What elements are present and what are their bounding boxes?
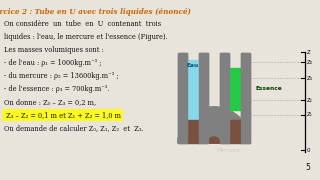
Text: 5: 5 — [306, 163, 310, 172]
Text: Z: Z — [307, 50, 311, 55]
Text: On considère  un  tube  en  U  contenant  trois: On considère un tube en U contenant troi… — [4, 20, 161, 28]
Bar — [241, 53, 250, 143]
Text: - de l'essence : ρ₃ = 700kg.m⁻³.: - de l'essence : ρ₃ = 700kg.m⁻³. — [4, 85, 109, 93]
Bar — [220, 53, 229, 143]
Text: Z₀: Z₀ — [307, 60, 313, 64]
Text: 0: 0 — [307, 147, 310, 152]
Wedge shape — [178, 107, 250, 143]
Text: Mercure: Mercure — [216, 148, 240, 153]
Wedge shape — [208, 137, 220, 143]
Bar — [187, 120, 200, 143]
Bar — [220, 53, 229, 143]
Text: Z₂: Z₂ — [307, 98, 313, 102]
Text: - du mercure : ρ₂ = 13600kg.m⁻³ ;: - du mercure : ρ₂ = 13600kg.m⁻³ ; — [4, 72, 119, 80]
Bar — [229, 53, 242, 143]
Text: Les masses volumiques sont :: Les masses volumiques sont : — [4, 46, 104, 54]
Bar — [178, 53, 187, 143]
Bar — [178, 53, 187, 143]
Wedge shape — [208, 137, 220, 143]
Text: Z₃ – Z₂ = 0,1 m et Z₁ + Z₂ = 1,0 m: Z₃ – Z₂ = 0,1 m et Z₁ + Z₂ = 1,0 m — [4, 111, 121, 119]
Bar — [199, 53, 208, 143]
Bar — [199, 53, 208, 143]
Text: Z₁: Z₁ — [307, 112, 313, 118]
Bar — [229, 68, 242, 110]
Text: Essence: Essence — [255, 87, 282, 91]
Bar — [229, 120, 242, 143]
Bar — [241, 53, 250, 143]
Text: Z₃: Z₃ — [307, 75, 313, 80]
Text: On donne : Z₀ – Z₃ = 0,2 m,: On donne : Z₀ – Z₃ = 0,2 m, — [4, 98, 96, 106]
Text: Eau: Eau — [187, 63, 199, 68]
Bar — [187, 53, 200, 143]
Wedge shape — [209, 138, 220, 143]
Text: liquides : l'eau, le mercure et l'essence (Figure).: liquides : l'eau, le mercure et l'essenc… — [4, 33, 168, 41]
Bar — [187, 60, 200, 120]
Text: On demande de calculer Z₀, Z₁, Z₂  et  Z₃.: On demande de calculer Z₀, Z₁, Z₂ et Z₃. — [4, 124, 144, 132]
Text: - de l'eau : ρ₁ = 1000kg.m⁻³ ;: - de l'eau : ρ₁ = 1000kg.m⁻³ ; — [4, 59, 101, 67]
Text: Exercice 2 : Tube en U avec trois liquides (énoncé): Exercice 2 : Tube en U avec trois liquid… — [0, 8, 191, 16]
Wedge shape — [178, 107, 250, 143]
